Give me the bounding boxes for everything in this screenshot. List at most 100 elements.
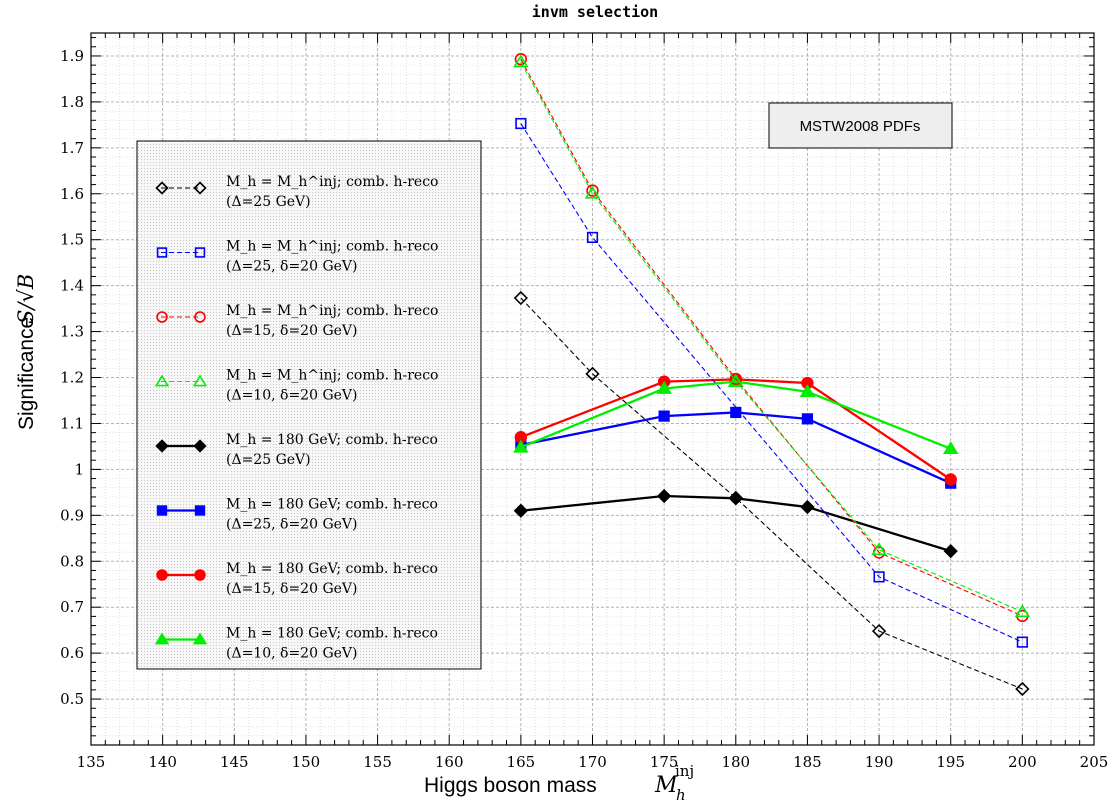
triangle-marker xyxy=(871,542,887,556)
square-marker xyxy=(156,505,168,516)
series-0 xyxy=(513,290,1030,697)
diamond-marker xyxy=(193,439,207,453)
plot-frame xyxy=(90,32,1095,746)
x-tick-label: 160 xyxy=(435,753,464,771)
x-axis-label: Higgs boson mass M h inj xyxy=(424,762,694,804)
legend-entry: M_h = M_h^inj; comb. h-reco (Δ=25, δ=20 G… xyxy=(156,239,438,275)
legend-entry: M_h = M_h^inj; comb. h-reco (Δ=10, δ=20 G… xyxy=(154,368,438,404)
y-tick-label: 1.7 xyxy=(60,139,84,157)
x-tick-label: 140 xyxy=(148,753,177,771)
triangle-marker xyxy=(192,632,208,645)
x-tick-label: 150 xyxy=(292,753,321,771)
square-marker xyxy=(730,406,742,419)
legend-entry: M_h = 180 GeV; comb. h-reco (Δ=10, δ=20 G… xyxy=(154,626,438,662)
legend-frame xyxy=(136,140,482,670)
y-tick-label: 0.8 xyxy=(60,552,84,570)
x-tick-label: 135 xyxy=(77,753,106,771)
y-tick-label: 1.6 xyxy=(60,185,84,203)
legend-label: M_h = M_h^inj; comb. h-reco xyxy=(226,368,438,384)
y-axis-label-text: Significance xyxy=(15,317,38,430)
series-line xyxy=(520,123,1023,643)
y-axis-label-math: S/√B xyxy=(14,274,38,324)
triangle-marker xyxy=(192,374,208,387)
x-tick-label: 155 xyxy=(363,753,392,771)
diamond-marker xyxy=(871,623,887,639)
y-tick-label: 1.3 xyxy=(60,323,84,341)
legend-entry: M_h = M_h^inj; comb. h-reco (Δ=25 GeV) xyxy=(155,174,438,210)
series-3 xyxy=(513,54,1031,618)
diamond-marker xyxy=(728,490,743,505)
circle-marker xyxy=(944,473,957,486)
chart-title: invm selection xyxy=(532,3,658,21)
legend-label: M_h = M_h^inj; comb. h-reco xyxy=(226,303,438,319)
y-tick-label: 0.9 xyxy=(60,506,84,524)
y-tick-label: 1.9 xyxy=(60,47,84,65)
triangle-marker xyxy=(728,373,744,387)
legend-entry: M_h = M_h^inj; comb. h-reco (Δ=15, δ=20 G… xyxy=(156,303,438,339)
x-tick-label: 200 xyxy=(1008,753,1037,771)
x-tick-label: 205 xyxy=(1080,753,1109,771)
annotation-text: MSTW2008 PDFs xyxy=(800,118,921,135)
circle-marker xyxy=(156,311,168,323)
triangle-marker xyxy=(799,384,816,398)
y-tick-label: 1.2 xyxy=(60,369,84,387)
diamond-marker xyxy=(155,439,169,453)
triangle-marker xyxy=(1014,604,1031,618)
legend-entry: M_h = 180 GeV; comb. h-reco (Δ=25, δ=20 G… xyxy=(156,497,438,533)
series-group xyxy=(513,52,1031,697)
y-tick-label: 1.8 xyxy=(60,93,84,111)
triangle-marker xyxy=(656,380,672,394)
square-marker xyxy=(873,571,885,583)
square-marker xyxy=(194,247,206,258)
legend-label: M_h = M_h^inj; comb. h-reco xyxy=(226,239,438,255)
square-marker xyxy=(156,247,168,258)
legend-sublabel: (Δ=25 GeV) xyxy=(226,452,311,468)
x-tick-label: 145 xyxy=(220,753,249,771)
legend-sublabel: (Δ=10, δ=20 GeV) xyxy=(226,388,357,404)
circle-marker xyxy=(514,52,528,66)
triangle-marker xyxy=(513,439,529,453)
legend-label: M_h = M_h^inj; comb. h-reco xyxy=(226,174,438,190)
legend-sublabel: (Δ=15, δ=20 GeV) xyxy=(226,323,357,339)
legend-sublabel: (Δ=25, δ=20 GeV) xyxy=(226,259,357,275)
x-tick-label: 165 xyxy=(507,753,536,771)
series-line xyxy=(520,58,1023,617)
annotation-box: MSTW2008 PDFs xyxy=(768,102,953,149)
y-tick-label: 1.1 xyxy=(60,414,84,432)
legend-label: M_h = 180 GeV; comb. h-reco xyxy=(226,561,438,577)
circle-marker xyxy=(194,569,206,581)
series-2 xyxy=(514,52,1029,623)
y-axis-label: Significance S/√B xyxy=(14,274,38,430)
y-tick-label: 1.5 xyxy=(60,231,84,249)
diamond-marker xyxy=(585,366,600,381)
legend-sublabel: (Δ=15, δ=20 GeV) xyxy=(226,581,357,597)
diamond-marker xyxy=(657,488,672,504)
triangle-marker xyxy=(943,441,959,455)
y-tick-label: 0.7 xyxy=(60,598,84,616)
tick-labels: 135 140 145 150 155 160 165 170 175 180 185 190 195 2… xyxy=(60,47,1108,771)
circle-marker xyxy=(156,569,168,581)
legend: M_h = M_h^inj; comb. h-reco(Δ=25 GeV)M_h… xyxy=(136,140,482,670)
legend-label: M_h = 180 GeV; comb. h-reco xyxy=(226,626,438,642)
circle-marker xyxy=(586,184,599,197)
x-tick-label: 185 xyxy=(793,753,822,771)
x-tick-label: 180 xyxy=(721,753,750,771)
legend-sublabel: (Δ=10, δ=20 GeV) xyxy=(226,646,357,662)
diamond-marker xyxy=(513,290,528,306)
square-marker xyxy=(1016,636,1028,648)
circle-marker xyxy=(729,372,742,386)
triangle-marker xyxy=(513,54,529,68)
legend-sublabel: (Δ=25 GeV) xyxy=(226,194,311,210)
x-tick-label: 170 xyxy=(578,753,607,771)
x-axis-label-math: M xyxy=(654,773,678,798)
x-tick-label: 175 xyxy=(650,753,679,771)
diamond-marker xyxy=(155,181,169,195)
diamond-marker xyxy=(943,544,958,559)
x-tick-label: 190 xyxy=(865,753,894,771)
legend-entry: M_h = 180 GeV; comb. h-reco (Δ=25 GeV) xyxy=(155,432,438,468)
triangle-marker xyxy=(584,185,601,199)
legend-label: M_h = 180 GeV; comb. h-reco xyxy=(226,432,438,448)
y-tick-label: 1 xyxy=(74,460,84,478)
square-marker xyxy=(658,410,670,422)
